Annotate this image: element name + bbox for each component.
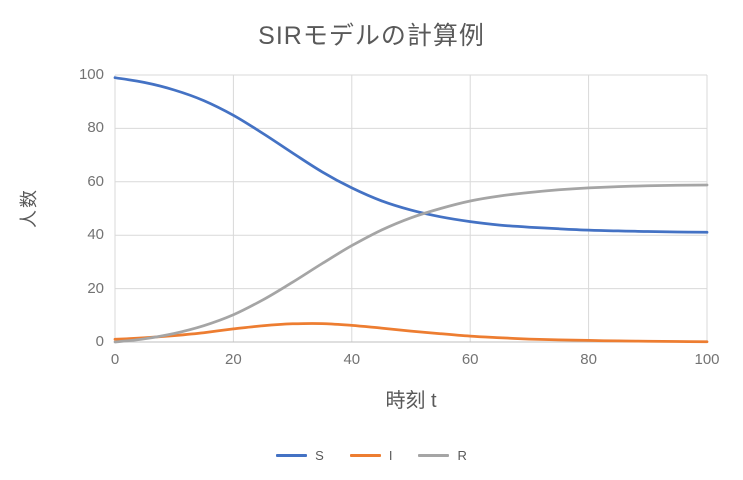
series-line-i [113, 322, 709, 344]
y-tick-label: 80 [87, 119, 104, 137]
x-tick-label: 40 [343, 351, 361, 368]
series-line-r [113, 183, 709, 344]
y-tick-label: 60 [87, 172, 104, 190]
legend-entry-s: S [276, 448, 324, 463]
y-tick-label: 0 [95, 333, 104, 350]
x-tick-label: 20 [225, 351, 242, 368]
legend-label-i: I [388, 448, 393, 463]
series-line-s [113, 76, 709, 234]
legend-line-i-icon [349, 454, 381, 457]
y-tick-label: 100 [78, 66, 104, 83]
x-tick-label: 0 [110, 351, 120, 368]
y-axis-title: 人数 [19, 188, 39, 228]
y-tick-label: 40 [87, 226, 104, 244]
legend-line-r-icon [418, 454, 450, 457]
x-tick-label: 100 [694, 351, 720, 368]
legend-label-r: R [457, 448, 467, 463]
legend-label-s: S [315, 448, 324, 463]
x-tick-label: 80 [580, 351, 597, 368]
legend-entry-r: R [418, 448, 467, 463]
chart-title: SIRモデルの計算例 [258, 22, 485, 50]
legend-line-s-icon [276, 454, 308, 457]
x-tick-label: 60 [461, 351, 479, 368]
x-axis-title: 時刻 t [385, 390, 437, 412]
legend-entry-i: I [349, 448, 393, 463]
y-tick-label: 20 [87, 279, 104, 297]
legend: S I R [0, 448, 743, 463]
